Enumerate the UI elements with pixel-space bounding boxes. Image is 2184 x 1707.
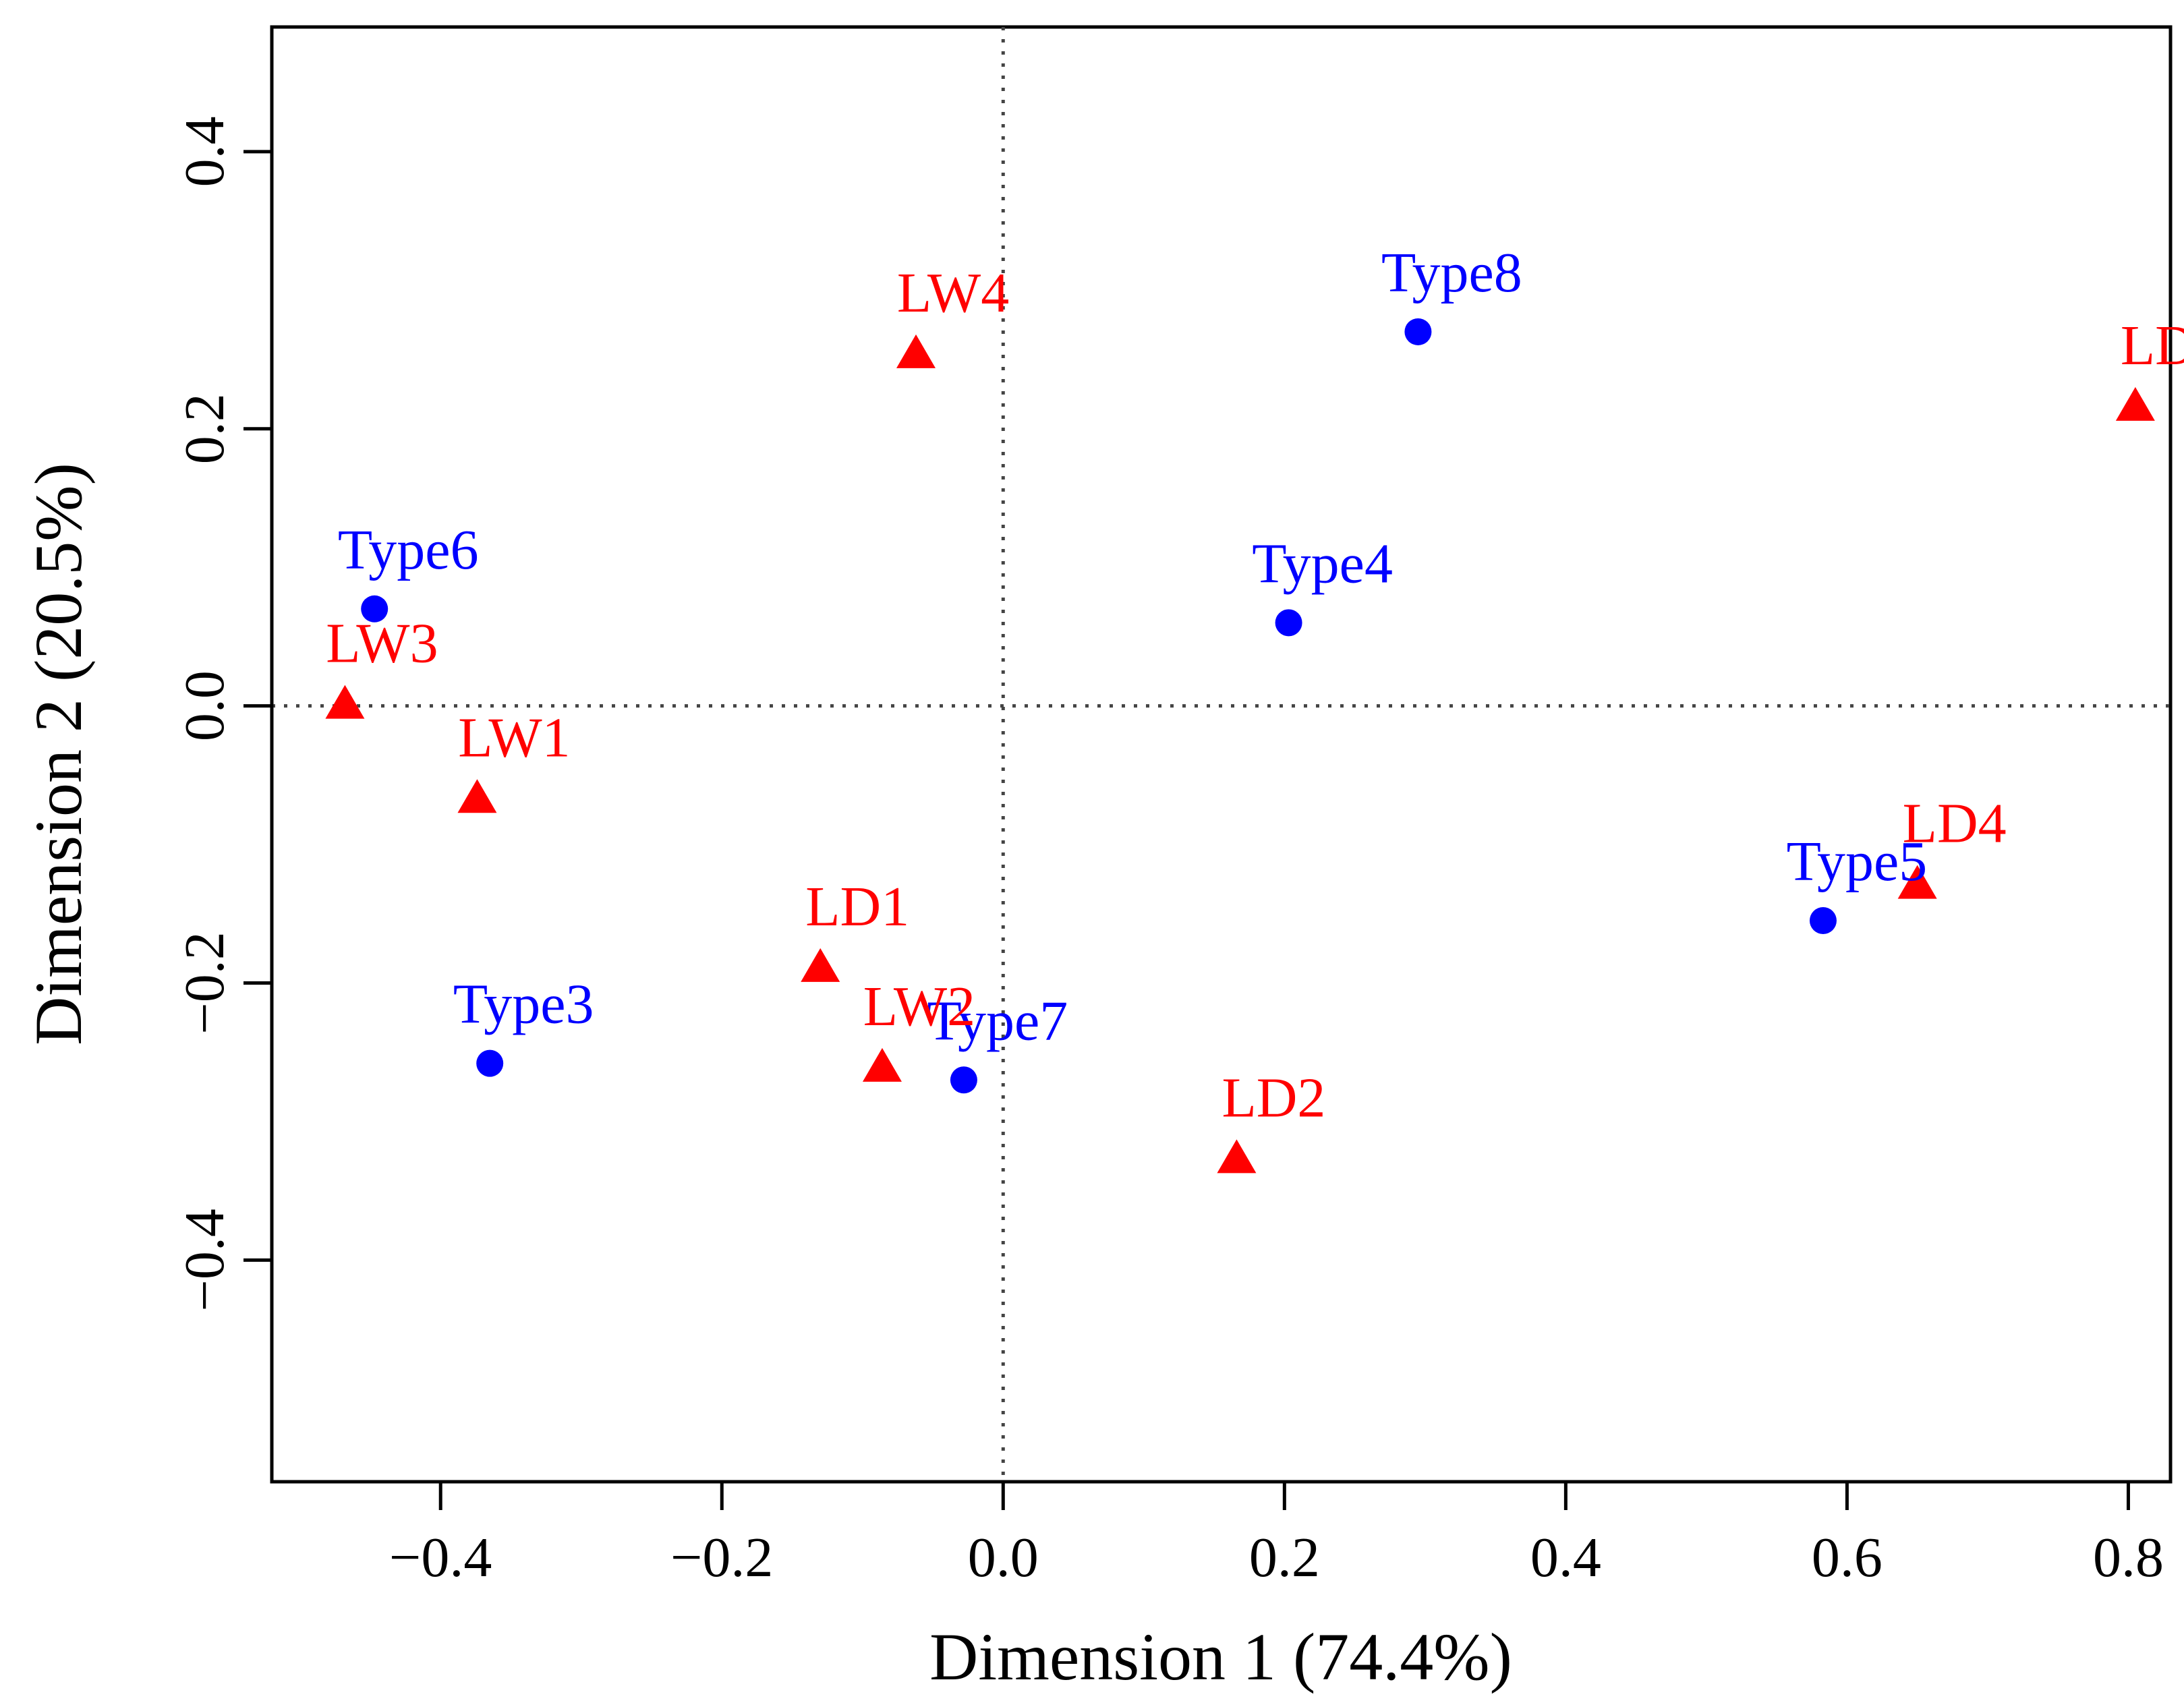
x-tick-label: 0.8 xyxy=(2093,1526,2164,1589)
y-axis: −0.4 −0.2 0.0 0.2 0.4 xyxy=(173,116,274,1312)
point-labels: Type3 Type4 Type5 Type6 Type7 Type8 LD1 LD2 LD3 L… xyxy=(326,241,2184,1129)
point-lw4 xyxy=(896,334,936,368)
point-type3 xyxy=(476,1049,504,1077)
point-lw2 xyxy=(862,1047,902,1082)
point-label-ld4: LD4 xyxy=(1903,792,2007,855)
point-label-ld3: LD3 xyxy=(2121,314,2184,377)
point-lw3 xyxy=(325,685,365,719)
point-label-lw2: LW2 xyxy=(863,975,975,1038)
y-axis-label: Dimension 2 (20.5%) xyxy=(21,463,96,1045)
point-ld3 xyxy=(2115,386,2155,421)
x-tick-label: −0.2 xyxy=(670,1526,773,1589)
point-label-ld1: LD1 xyxy=(805,875,909,938)
point-label-type6: Type6 xyxy=(338,519,479,581)
y-tick-label: 0.4 xyxy=(173,116,236,187)
data-points xyxy=(325,318,2155,1174)
point-label-type8: Type8 xyxy=(1381,241,1522,304)
point-type7 xyxy=(950,1066,977,1094)
point-label-lw3: LW3 xyxy=(326,612,438,675)
point-label-lw1: LW1 xyxy=(458,706,570,769)
point-label-lw4: LW4 xyxy=(897,262,1009,324)
point-ld1 xyxy=(801,948,840,982)
point-ld2 xyxy=(1217,1139,1257,1174)
x-tick-label: −0.4 xyxy=(389,1526,492,1589)
x-axis: −0.4 −0.2 0.0 0.2 0.4 0.6 0.8 xyxy=(389,1480,2164,1589)
point-type8 xyxy=(1404,318,1432,345)
y-tick-label: −0.2 xyxy=(173,931,236,1034)
point-lw1 xyxy=(457,779,497,813)
point-label-ld2: LD2 xyxy=(1222,1066,1325,1129)
point-type6 xyxy=(361,595,389,623)
point-label-type3: Type3 xyxy=(453,973,594,1036)
y-tick-label: 0.2 xyxy=(173,393,236,464)
x-tick-label: 0.2 xyxy=(1249,1526,1320,1589)
x-axis-label: Dimension 1 (74.4%) xyxy=(929,1619,1512,1694)
point-ld4 xyxy=(1897,865,1937,899)
y-tick-label: 0.0 xyxy=(173,670,236,741)
point-label-type5: Type5 xyxy=(1787,830,1928,893)
y-tick-label: −0.4 xyxy=(173,1209,236,1311)
x-tick-label: 0.4 xyxy=(1530,1526,1601,1589)
x-tick-label: 0.6 xyxy=(1812,1526,1883,1589)
point-type5 xyxy=(1809,907,1837,935)
point-label-type7: Type7 xyxy=(927,989,1068,1052)
point-type4 xyxy=(1275,609,1302,637)
point-label-type4: Type4 xyxy=(1252,532,1393,595)
x-tick-label: 0.0 xyxy=(968,1526,1039,1589)
